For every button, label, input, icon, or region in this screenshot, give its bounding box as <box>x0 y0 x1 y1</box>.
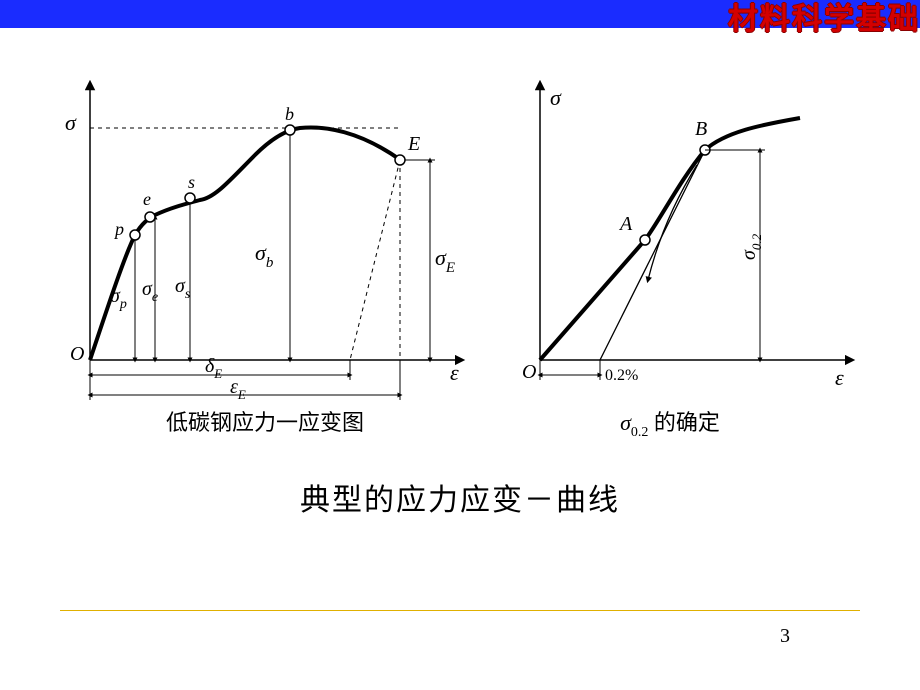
sigma-E: σE <box>435 245 455 276</box>
label-p: p <box>113 219 124 239</box>
y-axis-label: σ <box>65 110 77 135</box>
right-caption: σ0.2 的确定 <box>620 410 720 440</box>
sigma-s: σs <box>175 275 191 302</box>
label-E: E <box>407 133 420 155</box>
page-number: 3 <box>780 625 790 648</box>
main-caption: 典型的应力应变－曲线 <box>0 475 920 519</box>
header-title: 材料科学基础 <box>728 0 920 38</box>
point-E <box>395 155 405 165</box>
label-e: e <box>143 189 151 209</box>
stress-strain-curve <box>90 127 402 360</box>
point-e <box>145 212 155 222</box>
eps-E-label: εE <box>230 376 246 402</box>
footer-rule <box>60 610 860 611</box>
label-b: b <box>285 104 294 124</box>
sigma-b: σb <box>255 240 274 271</box>
point-A <box>640 235 650 245</box>
delta-E-label: δE <box>205 355 222 381</box>
slide: 材料科学基础 σ <box>0 0 920 690</box>
right-diagram: σ ε O A B σ0.2 0.2% <box>500 70 900 450</box>
x-axis-label: ε <box>835 365 844 390</box>
point-s <box>185 193 195 203</box>
label-B: B <box>695 118 707 140</box>
sigma-p: σp <box>110 285 127 312</box>
sigma-e: σe <box>142 278 158 305</box>
figure-area: σ p e s b E <box>30 70 900 450</box>
left-caption: 低碳钢应力一应变图 <box>166 410 364 435</box>
label-s: s <box>188 172 195 192</box>
offset-line <box>600 150 705 360</box>
left-diagram: σ p e s b E <box>30 70 500 450</box>
x-axis-label: ε <box>450 360 459 385</box>
offset-label: 0.2% <box>605 367 638 384</box>
point-b <box>285 125 295 135</box>
origin-label: O <box>70 343 84 365</box>
y-axis-label: σ <box>550 85 562 110</box>
label-A: A <box>618 213 633 235</box>
origin-label: O <box>522 361 536 383</box>
point-p <box>130 230 140 240</box>
elastic-unload-dash <box>350 160 400 360</box>
